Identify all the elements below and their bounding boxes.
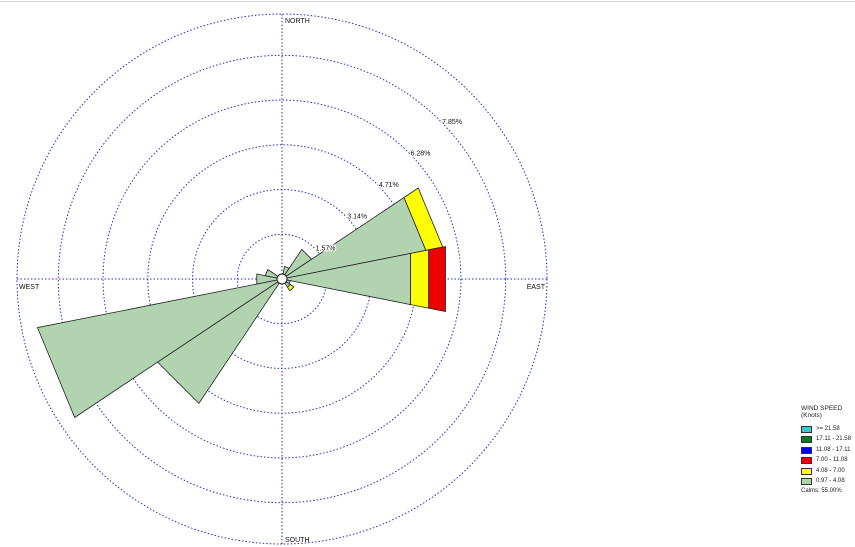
legend-swatch xyxy=(801,467,812,475)
legend: WIND SPEED (Knots) >= 21.58 17.11 - 21.5… xyxy=(801,405,855,495)
ring-label: 4.71% xyxy=(379,182,399,189)
ring-label: 3.14% xyxy=(347,214,367,221)
legend-units: (Knots) xyxy=(801,412,822,420)
calm-center xyxy=(276,273,288,285)
petal-segment xyxy=(286,283,295,292)
petal-segment xyxy=(36,278,283,419)
petal-segment xyxy=(428,246,446,312)
ring-circle xyxy=(57,54,507,504)
legend-title: WIND SPEED xyxy=(801,405,843,412)
legend-label: 17.11 - 21.58 xyxy=(816,436,851,443)
legend-swatch xyxy=(801,425,812,433)
legend-swatch xyxy=(801,446,812,454)
legend-label: 7.00 - 11.08 xyxy=(816,457,848,464)
east-label: EAST xyxy=(527,284,546,291)
legend-swatch xyxy=(801,436,812,444)
legend-item: 7.00 - 11.08 xyxy=(801,455,855,466)
top-border-line xyxy=(0,1,855,2)
legend-swatch xyxy=(801,457,812,465)
ring-label: 1.57% xyxy=(316,245,336,252)
legend-swatch xyxy=(801,478,812,486)
ring-label: 6.28% xyxy=(411,150,431,157)
north-label: NORTH xyxy=(285,18,310,25)
south-label: SOUTH xyxy=(285,537,310,544)
legend-items: >= 21.58 17.11 - 21.58 11.08 - 17.11 7.0… xyxy=(801,424,855,487)
legend-label: 0.97 - 4.08 xyxy=(816,478,845,485)
legend-label: >= 21.58 xyxy=(816,425,840,432)
west-label: WEST xyxy=(19,284,40,291)
legend-label: 11.08 - 17.11 xyxy=(816,446,851,453)
legend-item: 4.08 - 7.00 xyxy=(801,466,855,477)
legend-item: 0.97 - 4.08 xyxy=(801,476,855,487)
legend-label: 4.08 - 7.00 xyxy=(816,467,845,474)
calms-label: Calms: 55.00% xyxy=(801,487,842,494)
ring-label: 7.85% xyxy=(442,119,462,126)
legend-item: 11.08 - 17.11 xyxy=(801,445,855,456)
legend-item: >= 21.58 xyxy=(801,424,855,435)
petal-segment xyxy=(410,249,430,309)
ring-circle xyxy=(102,99,462,459)
legend-item: 17.11 - 21.58 xyxy=(801,434,855,445)
